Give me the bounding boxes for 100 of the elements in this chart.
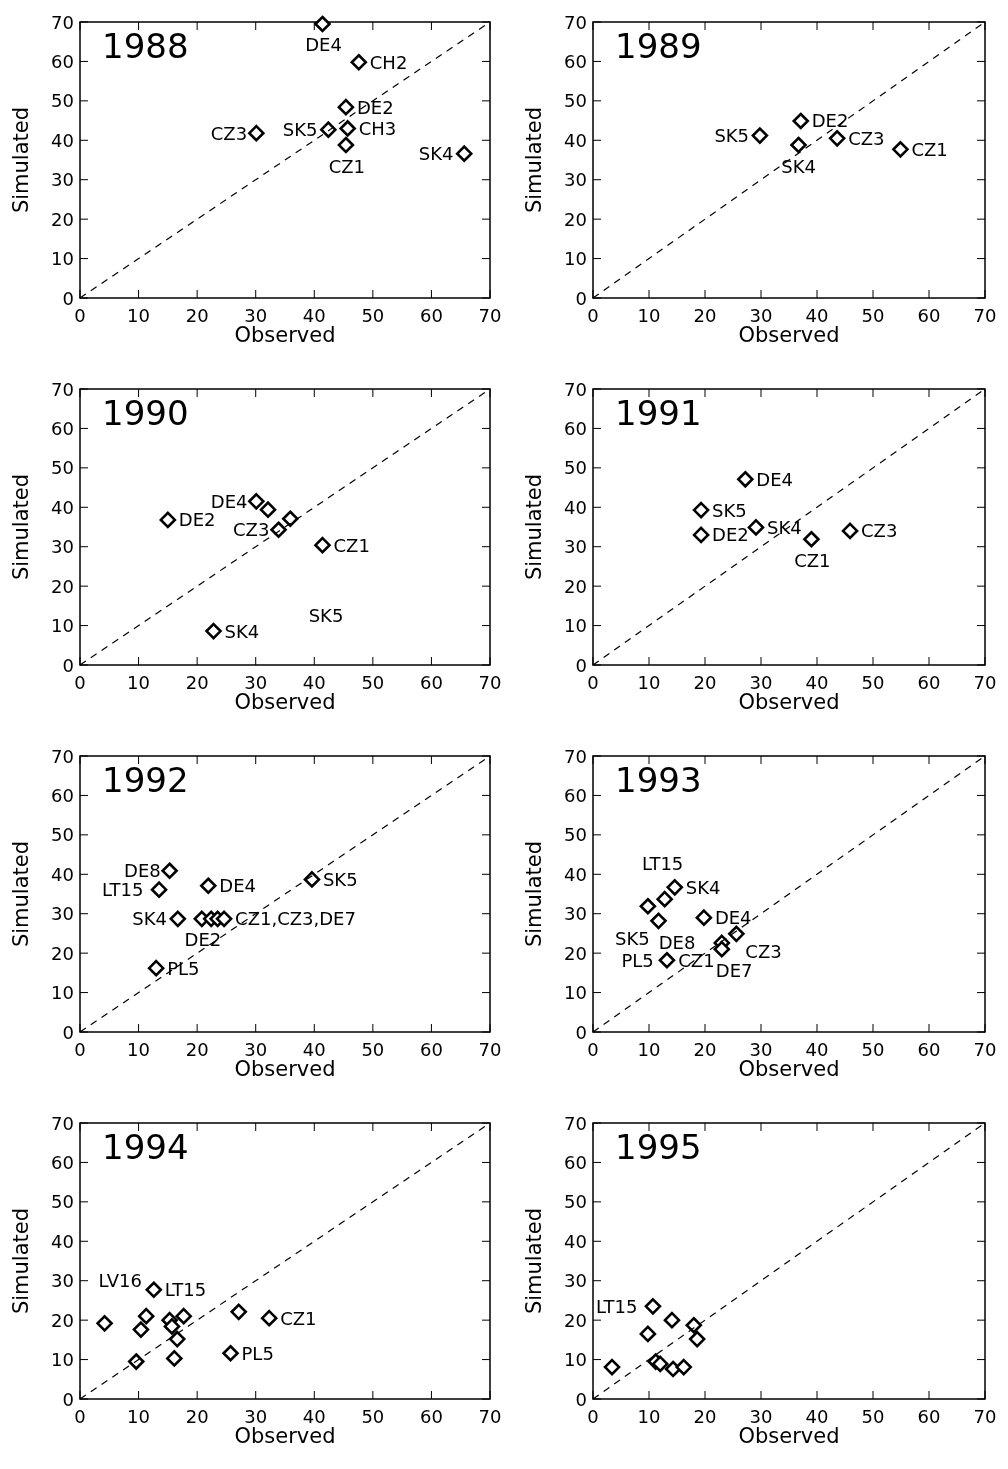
annotation: LT15 xyxy=(164,1279,207,1301)
y-tick-label: 0 xyxy=(62,287,74,309)
annotation: LT15 xyxy=(102,879,144,901)
x-tick-label: 70 xyxy=(973,305,997,326)
annotation: DE8 xyxy=(658,931,696,953)
x-tick-label: 40 xyxy=(805,305,829,326)
y-tick-label: 40 xyxy=(51,129,74,151)
annotation: SK5 xyxy=(282,119,318,141)
x-tick-label: 30 xyxy=(749,672,773,693)
x-tick-label: 20 xyxy=(185,305,209,326)
y-axis-title: Simulated xyxy=(9,106,33,214)
annotation: CZ1 xyxy=(911,138,948,160)
chart-title: 1993 xyxy=(615,760,702,800)
annotation: DE4 xyxy=(714,907,752,929)
x-tick-label: 60 xyxy=(419,1406,443,1427)
x-tick-label: 50 xyxy=(861,305,885,326)
y-tick-label: 30 xyxy=(51,903,74,925)
y-tick-label: 50 xyxy=(51,457,74,479)
x-tick-label: 30 xyxy=(749,305,773,326)
chart-title: 1989 xyxy=(615,26,702,66)
x-tick-label: 20 xyxy=(185,672,209,693)
x-axis-title: Observed xyxy=(234,1057,336,1081)
x-tick-label: 40 xyxy=(302,1406,326,1427)
chart-title: 1994 xyxy=(102,1127,189,1167)
y-tick-label: 10 xyxy=(51,982,74,1004)
x-tick-label: 40 xyxy=(302,305,326,326)
x-tick-label: 10 xyxy=(637,1039,661,1060)
annotation: DE4 xyxy=(219,875,256,897)
x-tick-label: 60 xyxy=(917,672,941,693)
y-tick-label: 50 xyxy=(51,1191,74,1213)
annotation: DE4 xyxy=(210,490,248,512)
y-tick-label: 20 xyxy=(51,575,74,597)
x-tick-label: 10 xyxy=(127,1406,151,1427)
x-tick-label: 50 xyxy=(361,1406,385,1427)
x-tick-label: 60 xyxy=(917,1039,941,1060)
y-tick-label: 30 xyxy=(564,1270,587,1292)
annotation: CZ3 xyxy=(861,520,898,542)
y-tick-label: 10 xyxy=(51,248,74,270)
y-tick-label: 60 xyxy=(51,417,74,439)
x-axis-title: Observed xyxy=(234,690,336,714)
x-tick-label: 40 xyxy=(805,1406,829,1427)
chart-title: 1995 xyxy=(615,1127,702,1167)
x-axis-title: Observed xyxy=(738,690,840,714)
annotation: SK5 xyxy=(308,604,344,626)
y-tick-label: 40 xyxy=(564,129,587,151)
y-tick-label: 0 xyxy=(575,654,587,676)
y-tick-label: 20 xyxy=(564,1309,587,1331)
x-tick-label: 70 xyxy=(478,1406,502,1427)
y-tick-label: 40 xyxy=(564,1230,587,1252)
x-tick-label: 50 xyxy=(361,1039,385,1060)
annotation: CZ3 xyxy=(848,127,885,149)
annotation: PL5 xyxy=(241,1342,274,1364)
y-axis-title: Simulated xyxy=(9,1207,33,1315)
annotation: CZ1 xyxy=(794,549,831,571)
y-tick-label: 50 xyxy=(564,1191,587,1213)
x-tick-label: 70 xyxy=(478,1039,502,1060)
x-tick-label: 40 xyxy=(805,1039,829,1060)
y-tick-label: 70 xyxy=(51,11,74,33)
annotation: SK4 xyxy=(132,908,167,930)
annotation: PL5 xyxy=(621,949,654,971)
x-tick-label: 20 xyxy=(185,1039,209,1060)
x-axis-title: Observed xyxy=(234,323,336,347)
chart-title: 1991 xyxy=(615,393,702,433)
y-tick-label: 60 xyxy=(51,784,74,806)
annotation: SK4 xyxy=(766,516,802,538)
x-tick-label: 30 xyxy=(244,1406,268,1427)
x-tick-label: 10 xyxy=(637,1406,661,1427)
y-tick-label: 20 xyxy=(51,1309,74,1331)
y-tick-label: 30 xyxy=(51,169,74,191)
y-tick-label: 60 xyxy=(564,50,587,72)
annotation: CH3 xyxy=(358,117,397,139)
x-tick-label: 50 xyxy=(861,672,885,693)
x-tick-label: 70 xyxy=(973,1406,997,1427)
y-tick-label: 30 xyxy=(564,903,587,925)
annotation: DE2 xyxy=(811,110,849,132)
x-tick-label: 40 xyxy=(302,1039,326,1060)
chart-title: 1992 xyxy=(102,760,189,800)
y-tick-label: 70 xyxy=(564,11,587,33)
y-tick-label: 50 xyxy=(564,457,587,479)
x-tick-label: 60 xyxy=(917,1406,941,1427)
annotation: PL5 xyxy=(167,957,200,979)
y-tick-label: 10 xyxy=(564,1349,587,1371)
x-tick-label: 50 xyxy=(861,1406,885,1427)
y-tick-label: 60 xyxy=(51,1151,74,1173)
annotation: LV16 xyxy=(98,1269,142,1291)
y-tick-label: 10 xyxy=(564,248,587,270)
y-tick-label: 40 xyxy=(51,1230,74,1252)
x-tick-label: 10 xyxy=(637,305,661,326)
y-tick-label: 10 xyxy=(564,615,587,637)
y-tick-label: 70 xyxy=(564,378,587,400)
y-axis-title: Simulated xyxy=(522,1207,546,1315)
y-tick-label: 20 xyxy=(564,575,587,597)
annotation: DE4 xyxy=(305,34,342,56)
y-tick-label: 30 xyxy=(51,536,74,558)
chart-title: 1990 xyxy=(102,393,189,433)
x-tick-label: 50 xyxy=(361,672,385,693)
y-tick-label: 70 xyxy=(51,745,74,767)
y-tick-label: 50 xyxy=(51,90,74,112)
annotation: DE2 xyxy=(356,96,394,118)
y-axis-title: Simulated xyxy=(9,840,33,948)
